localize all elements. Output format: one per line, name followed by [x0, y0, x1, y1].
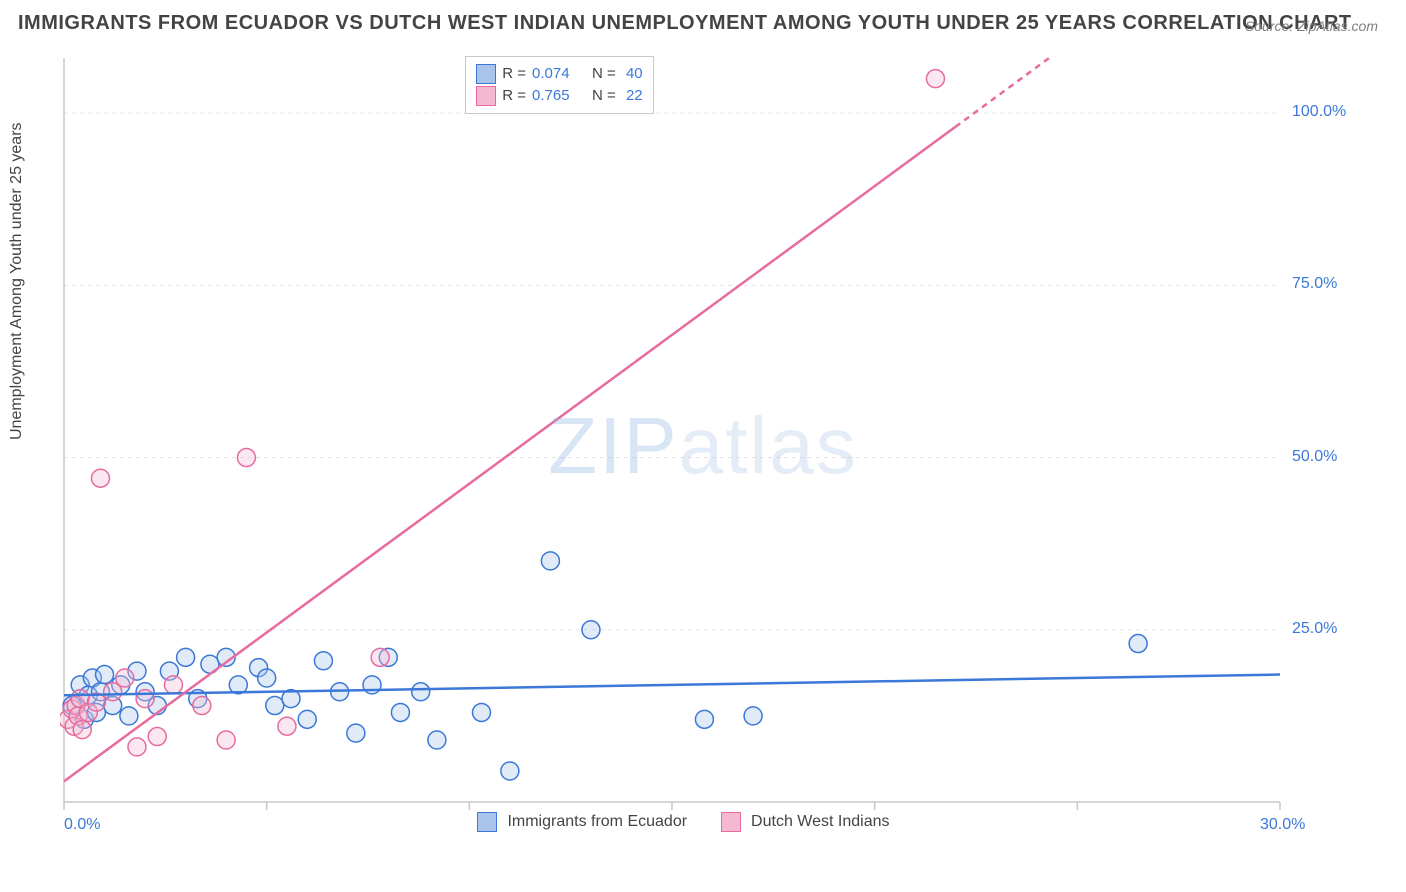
scatter-point-dutch	[116, 669, 134, 687]
scatter-point-ecuador	[177, 648, 195, 666]
legend-swatch	[476, 64, 496, 84]
legend-n-value: 22	[622, 85, 643, 107]
legend-r-value: 0.074	[532, 63, 586, 85]
scatter-point-ecuador	[120, 707, 138, 725]
scatter-point-ecuador	[541, 552, 559, 570]
legend-n-label: N =	[592, 85, 616, 107]
y-tick-label: 100.0%	[1292, 103, 1346, 121]
legend-r-label: R =	[502, 85, 526, 107]
y-tick-label: 75.0%	[1292, 275, 1337, 293]
legend-top-row: R = 0.074 N = 40	[476, 63, 642, 85]
legend-n-label: N =	[592, 63, 616, 85]
legend-top-row: R = 0.765 N = 22	[476, 85, 642, 107]
legend-series-label: Immigrants from Ecuador	[507, 813, 687, 831]
y-tick-label: 25.0%	[1292, 620, 1337, 638]
scatter-point-ecuador	[428, 731, 446, 749]
scatter-point-dutch	[91, 469, 109, 487]
legend-swatch	[477, 812, 497, 832]
legend-swatch	[721, 812, 741, 832]
scatter-point-ecuador	[744, 707, 762, 725]
chart-title: IMMIGRANTS FROM ECUADOR VS DUTCH WEST IN…	[18, 12, 1352, 35]
legend-correlation-box: R = 0.074 N = 40 R = 0.765 N = 22	[465, 56, 653, 114]
scatter-point-dutch	[73, 721, 91, 739]
scatter-point-dutch	[148, 728, 166, 746]
scatter-point-dutch	[164, 676, 182, 694]
scatter-point-ecuador	[258, 669, 276, 687]
legend-swatch	[476, 86, 496, 106]
scatter-point-ecuador	[96, 666, 114, 684]
scatter-point-ecuador	[391, 703, 409, 721]
scatter-plot	[60, 50, 1340, 830]
scatter-point-dutch	[217, 731, 235, 749]
scatter-point-ecuador	[266, 697, 284, 715]
y-tick-label: 50.0%	[1292, 448, 1337, 466]
scatter-point-dutch	[278, 717, 296, 735]
scatter-point-dutch	[193, 697, 211, 715]
scatter-point-ecuador	[347, 724, 365, 742]
x-tick-label: 30.0%	[1260, 816, 1305, 834]
x-tick-label: 0.0%	[64, 816, 100, 834]
source-label: Source: ZipAtlas.com	[1245, 18, 1378, 34]
scatter-point-ecuador	[695, 710, 713, 728]
legend-series-label: Dutch West Indians	[751, 813, 889, 831]
scatter-point-ecuador	[472, 703, 490, 721]
scatter-point-dutch	[926, 70, 944, 88]
legend-series: Immigrants from Ecuador Dutch West Indian…	[477, 812, 913, 832]
trendline-dash-dutch	[955, 58, 1049, 127]
scatter-point-dutch	[371, 648, 389, 666]
scatter-point-ecuador	[298, 710, 316, 728]
legend-n-value: 40	[622, 63, 643, 85]
scatter-point-ecuador	[1129, 635, 1147, 653]
scatter-point-ecuador	[582, 621, 600, 639]
scatter-point-ecuador	[501, 762, 519, 780]
legend-r-label: R =	[502, 63, 526, 85]
y-axis-label: Unemployment Among Youth under 25 years	[8, 122, 26, 440]
scatter-point-ecuador	[314, 652, 332, 670]
scatter-point-dutch	[237, 449, 255, 467]
scatter-point-dutch	[128, 738, 146, 756]
legend-r-value: 0.765	[532, 85, 586, 107]
scatter-point-ecuador	[412, 683, 430, 701]
scatter-point-dutch	[136, 690, 154, 708]
